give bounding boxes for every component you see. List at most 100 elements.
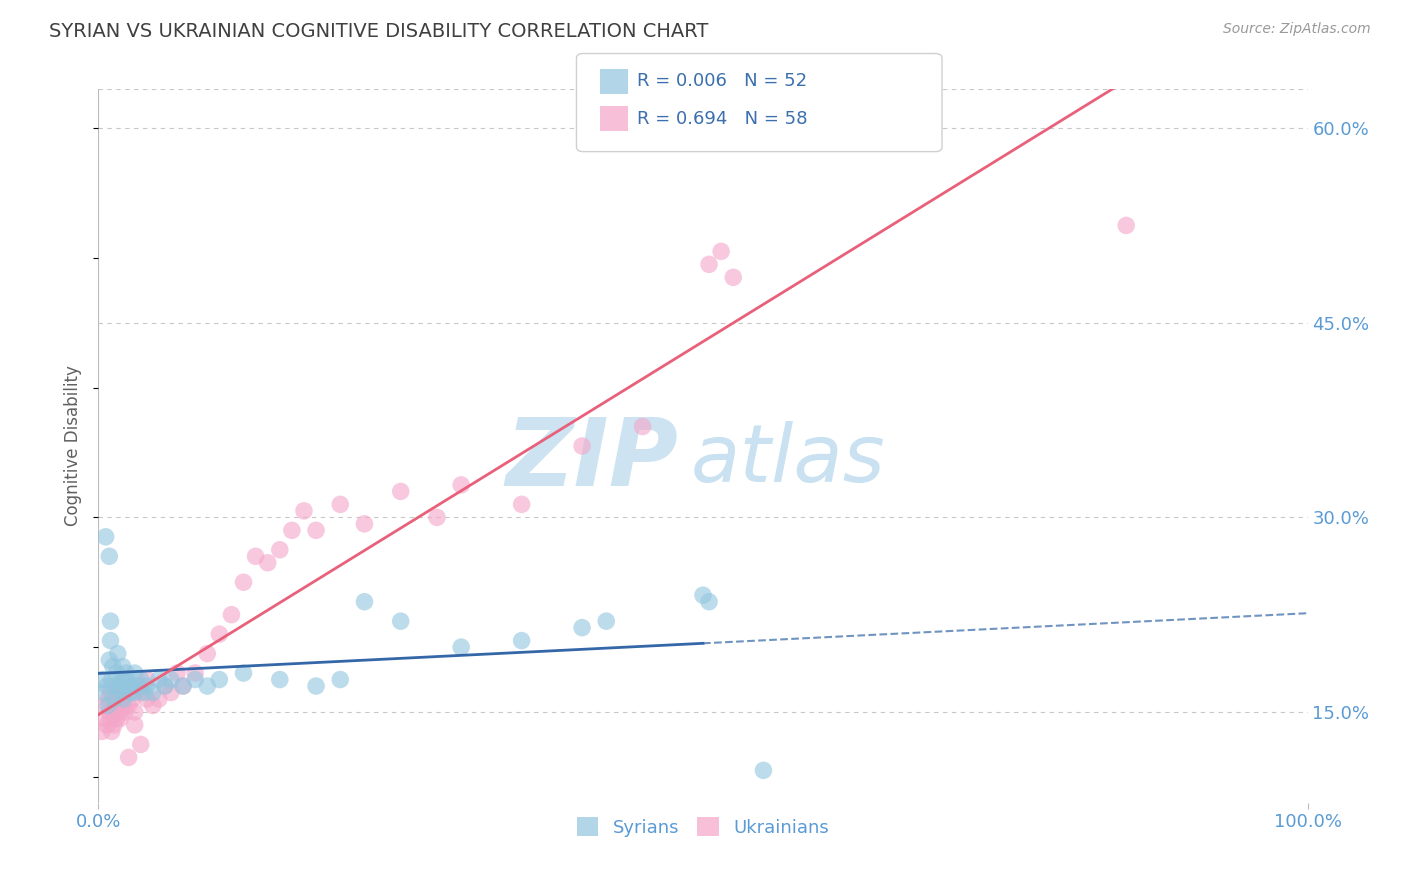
Point [172,679,194,693]
Point [103,692,125,706]
Point [103,718,125,732]
Point [631,419,654,434]
Point [100,673,122,687]
Point [94,530,117,544]
Point [93,685,115,699]
Point [100,614,122,628]
Point [107,692,129,706]
Point [723,270,745,285]
Point [129,685,152,699]
Point [98,705,121,719]
Point [195,679,218,693]
Point [107,647,129,661]
Point [510,633,533,648]
Point [134,685,156,699]
Point [97,692,120,706]
Point [172,679,194,693]
Point [96,679,118,693]
Point [100,711,122,725]
Point [124,705,146,719]
Point [98,549,121,564]
Point [101,659,124,673]
Text: R = 0.006   N = 52: R = 0.006 N = 52 [637,72,807,90]
Point [105,711,128,725]
Point [108,705,131,719]
Point [104,679,127,693]
Point [94,698,117,713]
Point [112,692,135,706]
Point [166,666,188,681]
Point [389,614,412,628]
Y-axis label: Cognitive Disability: Cognitive Disability [65,366,83,526]
Point [353,516,375,531]
Point [329,497,352,511]
Point [389,484,412,499]
Point [135,679,157,693]
Point [305,679,328,693]
Point [232,575,254,590]
Text: ZIP: ZIP [506,414,679,507]
Point [752,764,775,778]
Point [450,640,472,654]
Point [121,692,143,706]
Point [96,718,118,732]
Text: R = 0.694   N = 58: R = 0.694 N = 58 [637,110,807,128]
Point [292,504,315,518]
Point [353,595,375,609]
Text: Source: ZipAtlas.com: Source: ZipAtlas.com [1223,22,1371,37]
Point [221,607,243,622]
Point [571,621,593,635]
Point [91,724,114,739]
Point [124,685,146,699]
Point [142,698,165,713]
Point [127,679,149,693]
Point [129,673,152,687]
Point [118,750,141,764]
Point [104,698,127,713]
Point [160,673,183,687]
Point [148,673,170,687]
Point [124,666,146,681]
Point [118,679,141,693]
Point [256,556,278,570]
Point [195,647,218,661]
Point [697,595,720,609]
Point [710,244,733,259]
Point [118,685,141,699]
Point [105,666,128,681]
Point [111,659,134,673]
Point [184,666,207,681]
Point [108,679,131,693]
Point [100,633,122,648]
Point [114,673,136,687]
Text: atlas: atlas [690,421,886,500]
Point [305,524,328,538]
Point [93,711,115,725]
Point [184,673,207,687]
Point [101,705,124,719]
Point [115,666,138,681]
Point [269,542,291,557]
Point [100,724,122,739]
Point [124,718,146,732]
Point [692,588,714,602]
Point [129,738,152,752]
Point [450,478,472,492]
Point [281,524,304,538]
Point [97,698,120,713]
Point [208,627,231,641]
Point [153,679,176,693]
Point [135,692,157,706]
Point [148,692,170,706]
Point [595,614,617,628]
Point [108,711,131,725]
Point [98,653,121,667]
Point [269,673,291,687]
Text: SYRIAN VS UKRAINIAN COGNITIVE DISABILITY CORRELATION CHART: SYRIAN VS UKRAINIAN COGNITIVE DISABILITY… [49,22,709,41]
Point [111,673,134,687]
Point [118,698,141,713]
Point [426,510,449,524]
Point [329,673,352,687]
Point [111,698,134,713]
Point [108,685,131,699]
